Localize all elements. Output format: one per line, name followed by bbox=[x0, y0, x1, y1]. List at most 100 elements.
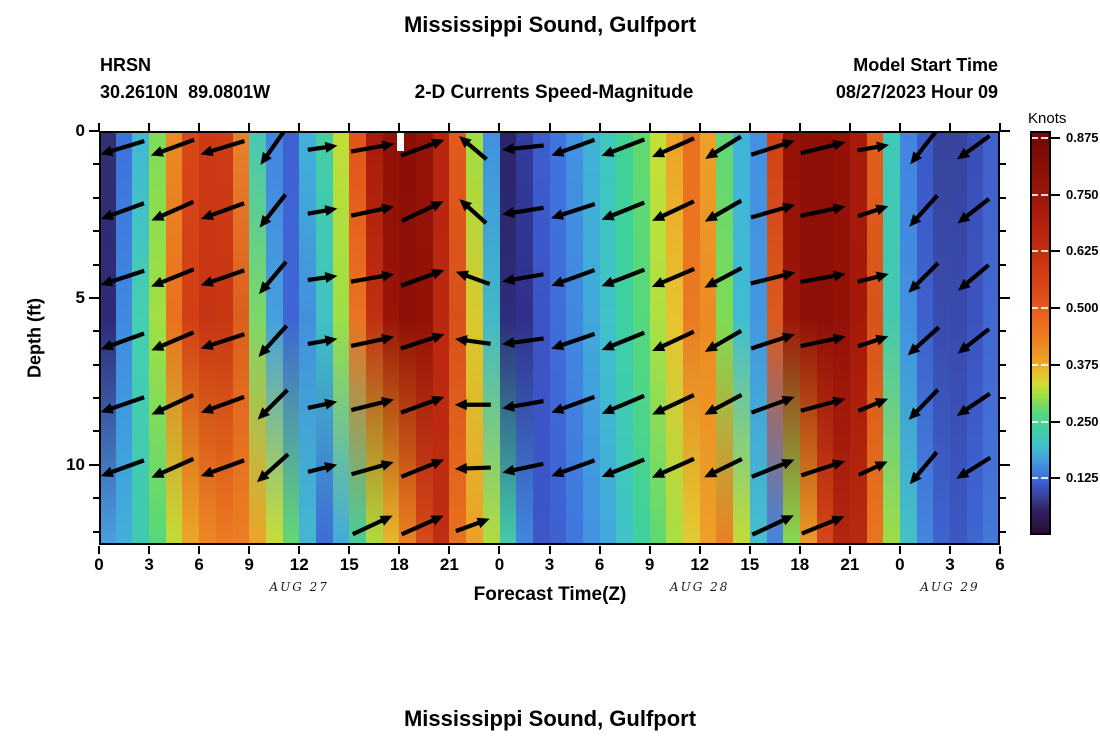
current-vector bbox=[550, 202, 596, 220]
y-tick-left bbox=[93, 330, 99, 333]
x-tick-label: 6 bbox=[594, 555, 605, 574]
y-tick-right bbox=[1000, 296, 1010, 299]
current-vector bbox=[857, 398, 889, 413]
y-tick-right bbox=[1000, 463, 1010, 466]
current-vector bbox=[307, 335, 338, 347]
colorbar-tick bbox=[1051, 250, 1060, 253]
heatmap-column bbox=[366, 131, 383, 545]
current-vector bbox=[257, 388, 289, 420]
x-tick-label: 12 bbox=[289, 555, 309, 574]
x-tick-bottom bbox=[448, 546, 451, 554]
colorbar-tick-label: 0.250 bbox=[1066, 413, 1099, 429]
current-vector bbox=[502, 399, 544, 412]
y-axis-title: Depth (ft) bbox=[24, 298, 45, 378]
current-vector bbox=[956, 391, 992, 416]
x-tick-top bbox=[798, 123, 801, 131]
current-vector bbox=[551, 137, 596, 157]
y-tick-left bbox=[89, 463, 99, 466]
y-tick-right bbox=[1000, 497, 1006, 500]
current-vector bbox=[259, 260, 288, 294]
heatmap-column bbox=[883, 131, 900, 545]
heatmap-plot-area bbox=[99, 131, 1001, 545]
current-vector bbox=[601, 267, 646, 287]
colorbar-tick-label: 0.500 bbox=[1066, 300, 1099, 316]
current-vector bbox=[800, 459, 846, 478]
colorbar-tick bbox=[1051, 307, 1060, 310]
station-id: HRSN bbox=[100, 55, 152, 75]
second-figure-title: Mississippi Sound, Gulfport bbox=[403, 706, 697, 731]
y-tick-left bbox=[93, 430, 99, 433]
current-vector bbox=[551, 394, 596, 414]
x-tick-top bbox=[548, 123, 551, 131]
model-start-value: 08/27/2023 Hour 09 bbox=[835, 82, 998, 102]
current-vector bbox=[502, 205, 544, 218]
heatmap-column bbox=[733, 131, 750, 545]
x-tick-top bbox=[248, 123, 251, 131]
y-tick-left bbox=[93, 497, 99, 500]
current-vector bbox=[400, 268, 445, 288]
y-tick-left bbox=[93, 363, 99, 366]
heatmap-column bbox=[499, 131, 517, 545]
colorbar-tick-dash bbox=[1032, 420, 1038, 423]
heatmap-column bbox=[866, 131, 884, 545]
current-vector bbox=[551, 268, 596, 287]
current-vector bbox=[200, 268, 245, 287]
current-vector bbox=[750, 332, 795, 351]
heatmap-column bbox=[950, 131, 967, 545]
current-vector bbox=[458, 136, 488, 161]
current-vector bbox=[307, 272, 338, 283]
current-vector bbox=[400, 138, 445, 158]
colorbar-tick-dash bbox=[1032, 250, 1038, 253]
colorbar-tick bbox=[1051, 477, 1060, 480]
colorbar-tick-label: 0.625 bbox=[1066, 243, 1099, 259]
heatmap-column bbox=[399, 131, 417, 545]
current-vector bbox=[200, 332, 245, 350]
current-vector bbox=[551, 458, 596, 478]
colorbar-tick-dash bbox=[1041, 193, 1048, 196]
x-tick-bottom bbox=[548, 546, 551, 554]
colorbar-tick-label: 0.750 bbox=[1066, 186, 1099, 202]
colorbar-tick-dash bbox=[1041, 420, 1048, 423]
y-tick-right bbox=[1000, 330, 1006, 333]
current-vector bbox=[909, 194, 939, 227]
x-tick-top bbox=[948, 123, 951, 131]
current-vector bbox=[750, 269, 796, 286]
current-vector bbox=[800, 333, 846, 349]
heatmap-column bbox=[683, 131, 700, 545]
date-label: AUG 29 bbox=[920, 580, 980, 594]
current-vector bbox=[909, 450, 939, 485]
current-vector bbox=[601, 457, 646, 478]
current-vector bbox=[750, 395, 795, 415]
colorbar-tick bbox=[1051, 193, 1060, 196]
heatmap-column bbox=[799, 131, 817, 545]
current-vector bbox=[551, 331, 596, 351]
heatmap-column bbox=[332, 131, 350, 545]
x-tick-top bbox=[98, 123, 100, 131]
current-vector bbox=[400, 458, 445, 479]
y-tick-left bbox=[93, 196, 99, 199]
current-vector bbox=[350, 270, 395, 284]
current-vector bbox=[704, 329, 743, 352]
y-tick-left bbox=[93, 397, 99, 400]
colorbar-tick-label: 0.375 bbox=[1066, 356, 1099, 372]
current-vector bbox=[151, 456, 195, 478]
x-tick-bottom bbox=[298, 546, 301, 554]
heatmap-column bbox=[165, 131, 183, 545]
x-tick-top bbox=[498, 123, 501, 131]
heatmap-column bbox=[99, 131, 116, 545]
current-vector bbox=[454, 399, 491, 411]
heatmap-column bbox=[232, 131, 250, 545]
colorbar-tick-dash bbox=[1032, 193, 1038, 196]
current-vector bbox=[751, 515, 794, 537]
x-tick-bottom bbox=[999, 546, 1001, 554]
date-label: AUG 27 bbox=[269, 580, 329, 594]
current-vector bbox=[307, 462, 338, 474]
x-tick-bottom bbox=[498, 546, 501, 554]
current-vector bbox=[350, 333, 395, 348]
colorbar-tick bbox=[1051, 420, 1060, 423]
colorbar-tick-dash bbox=[1032, 477, 1038, 480]
current-vector bbox=[150, 137, 195, 157]
x-tick-top bbox=[999, 123, 1001, 131]
heatmap-column bbox=[149, 131, 166, 545]
x-tick-label: 15 bbox=[339, 555, 359, 574]
